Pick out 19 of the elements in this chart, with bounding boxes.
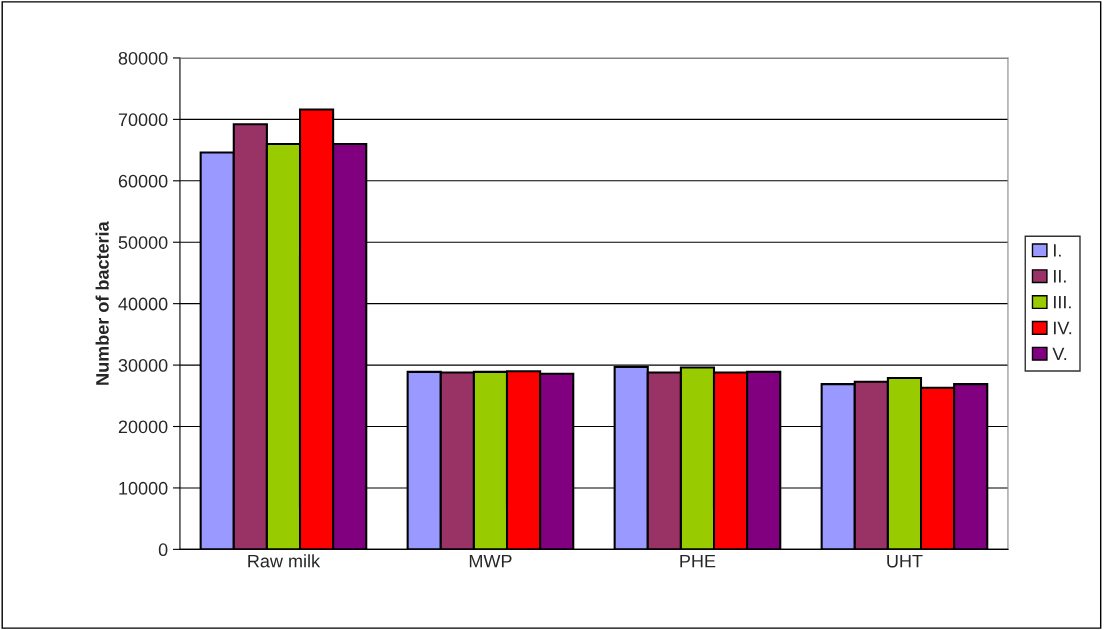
y-axis-title: Number of bacteria [95,221,109,385]
y-tick-label: 80000 [118,51,168,65]
legend-label: II. [1054,270,1066,283]
y-tick-label: 60000 [118,174,168,188]
y-tick-label: 20000 [118,420,168,434]
legend-label: I. [1054,244,1061,257]
x-tick-label: PHE [680,554,716,568]
legend-label: V. [1052,347,1067,361]
y-tick-label: 70000 [118,113,168,127]
y-tick-label: 10000 [119,481,168,495]
y-tick-label: 30000 [118,359,168,372]
x-tick-label: MWP [469,554,512,568]
x-tick-label: UHT [887,554,923,568]
legend-label: IV. [1054,321,1072,335]
legend-label: III. [1054,295,1071,309]
y-tick-label: 40000 [118,297,168,311]
x-tick-label: Raw milk [248,554,321,568]
y-tick-label: 0 [158,543,168,557]
y-tick-label: 50000 [118,236,168,249]
